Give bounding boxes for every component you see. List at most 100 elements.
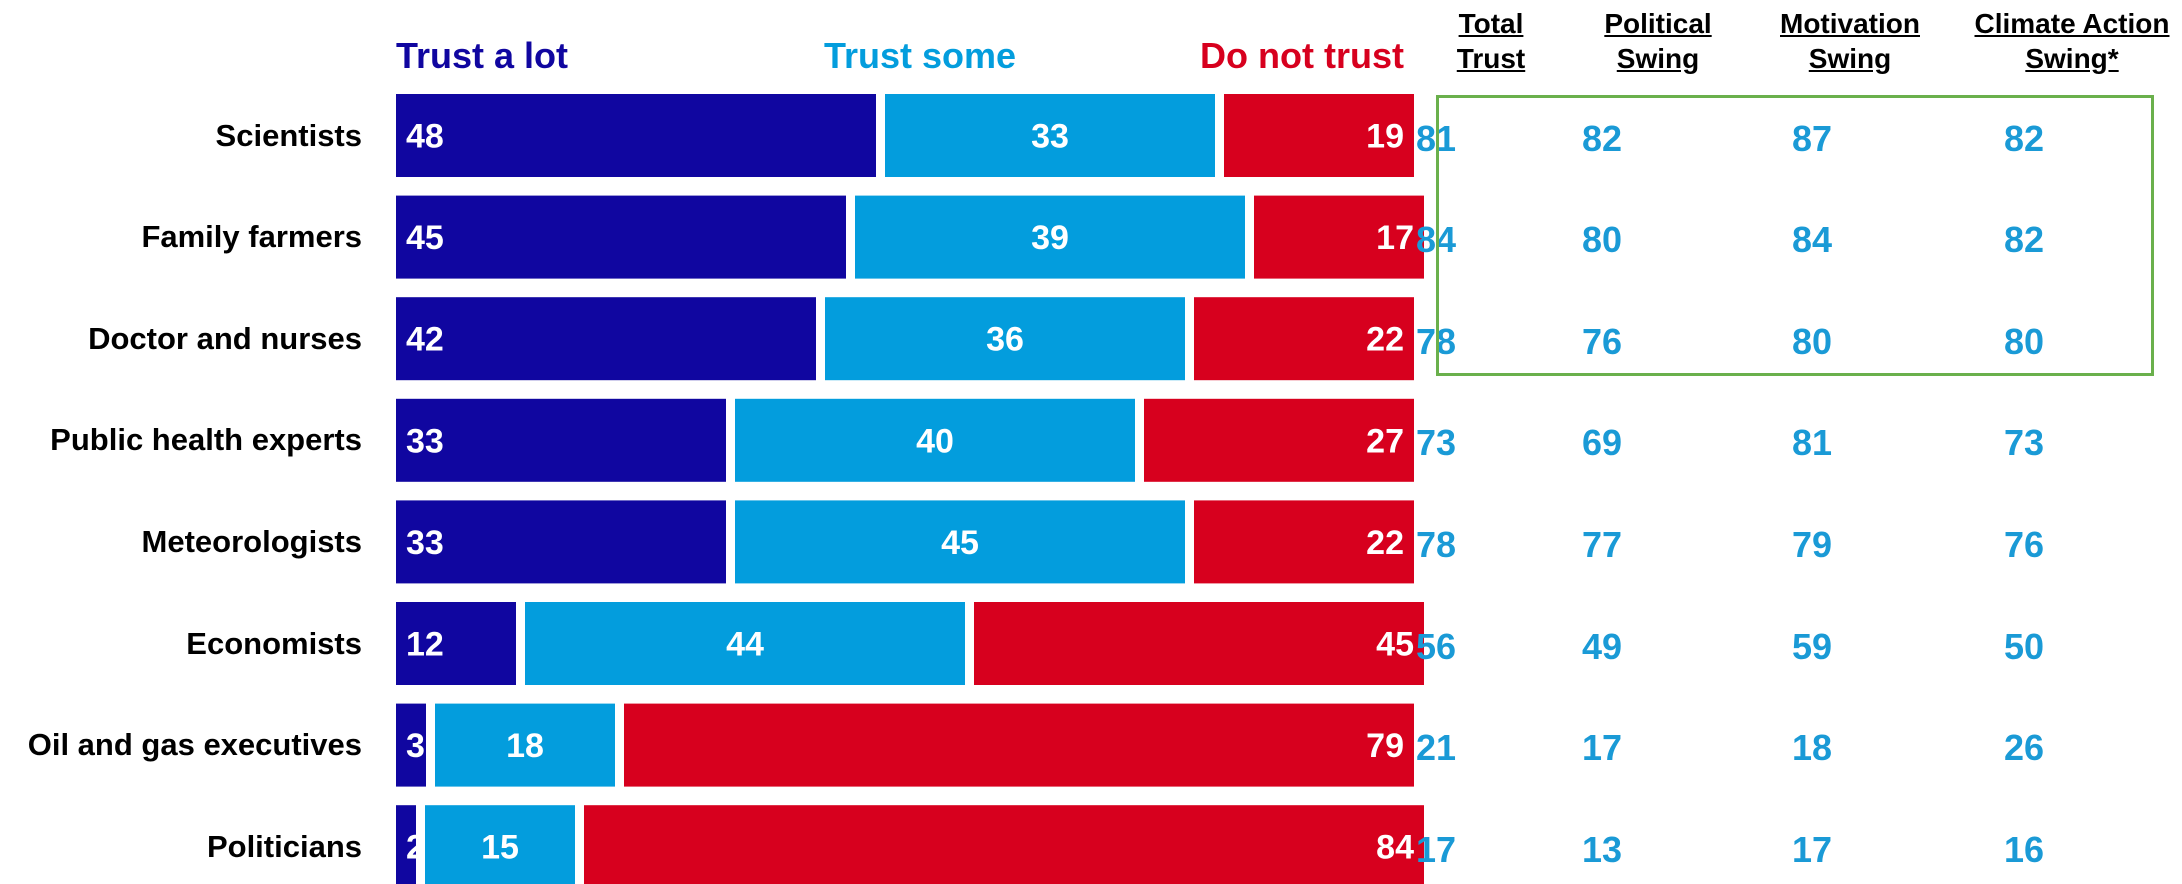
stat-value: 78 bbox=[1415, 523, 1457, 565]
stat-value: 84 bbox=[1415, 219, 1457, 261]
column-header-line: Swing* bbox=[2025, 43, 2119, 74]
stat-value: 49 bbox=[1581, 625, 1623, 667]
column-header-line: Swing bbox=[1616, 43, 1700, 74]
stat-value: 69 bbox=[1581, 422, 1623, 464]
bar-segment bbox=[584, 805, 1424, 884]
bar-data-label: 18 bbox=[506, 727, 544, 765]
stat-value: 82 bbox=[1581, 117, 1623, 159]
bar-data-label: 19 bbox=[1366, 118, 1404, 156]
stat-value: 17 bbox=[1415, 828, 1457, 870]
stat-value: 80 bbox=[1791, 320, 1833, 362]
category-label: Meteorologists bbox=[141, 523, 362, 559]
stat-value: 82 bbox=[2003, 219, 2045, 261]
bar-segment bbox=[885, 94, 1215, 177]
stat-value: 16 bbox=[2003, 828, 2045, 870]
stat-value: 78 bbox=[1415, 320, 1457, 362]
column-header-line: Trust bbox=[1456, 43, 1526, 74]
bar-segment bbox=[525, 602, 965, 685]
bar-data-label: 40 bbox=[916, 422, 954, 460]
bar-segment bbox=[425, 805, 575, 884]
column-header-line: Total bbox=[1458, 8, 1524, 39]
column-header-line: Climate Action bbox=[1974, 8, 2170, 39]
bar-segment bbox=[396, 297, 816, 381]
bar-segment bbox=[825, 297, 1185, 381]
category-label: Economists bbox=[186, 625, 362, 661]
bar-segment bbox=[1224, 94, 1414, 177]
legend-trust-a-lot: Trust a lot bbox=[396, 35, 569, 76]
stat-value: 80 bbox=[1581, 219, 1623, 261]
bar-data-label: 84 bbox=[1376, 829, 1414, 867]
highlight-box bbox=[1436, 95, 2154, 376]
bar-data-label: 17 bbox=[1376, 219, 1414, 257]
bar-data-label: 2 bbox=[406, 829, 425, 867]
bar-data-label: 12 bbox=[406, 626, 444, 664]
stat-value: 87 bbox=[1791, 117, 1833, 159]
bar-data-label: 22 bbox=[1366, 524, 1404, 562]
bar-data-label: 45 bbox=[1376, 626, 1414, 664]
bar-segment bbox=[396, 805, 416, 884]
stat-value: 21 bbox=[1415, 727, 1457, 769]
legend-do-not-trust: Do not trust bbox=[1200, 35, 1404, 76]
bar-data-label: 33 bbox=[406, 524, 444, 562]
stat-value: 17 bbox=[1581, 727, 1623, 769]
stat-value: 76 bbox=[2003, 523, 2045, 565]
category-label: Family farmers bbox=[141, 219, 362, 255]
stat-value: 80 bbox=[2003, 320, 2045, 362]
category-label: Politicians bbox=[206, 828, 362, 864]
bar-segment bbox=[624, 703, 1414, 787]
stat-value: 79 bbox=[1791, 523, 1833, 565]
bar-segment bbox=[396, 94, 876, 177]
column-header-political-swing: Political Swing bbox=[1538, 6, 1778, 76]
category-label: Scientists bbox=[215, 117, 362, 153]
bar-segment bbox=[396, 500, 726, 584]
legend-trust-some: Trust some bbox=[824, 35, 1017, 76]
stat-value: 76 bbox=[1581, 320, 1623, 362]
stat-value: 84 bbox=[1791, 219, 1833, 261]
stat-value: 13 bbox=[1581, 828, 1623, 870]
bar-data-label: 79 bbox=[1366, 727, 1404, 765]
bar-data-label: 48 bbox=[406, 118, 444, 156]
bar-data-label: 33 bbox=[1031, 118, 1069, 156]
bar-segment bbox=[974, 602, 1424, 685]
bar-segment bbox=[1254, 195, 1424, 279]
bar-data-label: 39 bbox=[1031, 219, 1069, 257]
category-label: Doctor and nurses bbox=[88, 320, 362, 356]
stat-value: 73 bbox=[2003, 422, 2045, 464]
stat-value: 50 bbox=[2003, 625, 2045, 667]
bar-segment bbox=[1194, 500, 1414, 584]
stat-value: 18 bbox=[1791, 727, 1833, 769]
column-header-line: Political bbox=[1604, 8, 1712, 39]
bar-data-label: 33 bbox=[406, 422, 444, 460]
bar-segment bbox=[735, 398, 1135, 482]
bar-data-label: 15 bbox=[481, 829, 519, 867]
stat-value: 82 bbox=[2003, 117, 2045, 159]
bar-data-label: 27 bbox=[1366, 422, 1404, 460]
bar-segment bbox=[1144, 398, 1414, 482]
stat-value: 17 bbox=[1791, 828, 1833, 870]
bar-data-label: 36 bbox=[986, 321, 1024, 359]
bar-segment bbox=[396, 703, 426, 787]
bar-data-label: 42 bbox=[406, 321, 444, 359]
stat-value: 56 bbox=[1415, 625, 1457, 667]
stat-value: 73 bbox=[1415, 422, 1457, 464]
column-header-total-trust: Total Trust bbox=[1371, 6, 1611, 76]
column-header-climate-action-swing: Climate Action Swing* bbox=[1952, 6, 2182, 76]
bar-data-label: 45 bbox=[941, 524, 979, 562]
bar-segment bbox=[396, 602, 516, 685]
bar-segment bbox=[735, 500, 1185, 584]
category-label: Public health experts bbox=[50, 422, 362, 458]
bar-segment bbox=[855, 195, 1245, 279]
bar-segment bbox=[396, 398, 726, 482]
stat-value: 81 bbox=[1791, 422, 1833, 464]
bar-data-label: 3 bbox=[406, 727, 425, 765]
stat-value: 77 bbox=[1581, 523, 1623, 565]
bar-segment bbox=[435, 703, 615, 787]
bar-data-label: 44 bbox=[726, 626, 764, 664]
bar-segment bbox=[1194, 297, 1414, 381]
stat-value: 26 bbox=[2003, 727, 2045, 769]
stat-value: 81 bbox=[1415, 117, 1457, 159]
column-header-motivation-swing: Motivation Swing bbox=[1730, 6, 1970, 76]
column-header-line: Motivation bbox=[1780, 8, 1920, 39]
bar-segment bbox=[396, 195, 846, 279]
